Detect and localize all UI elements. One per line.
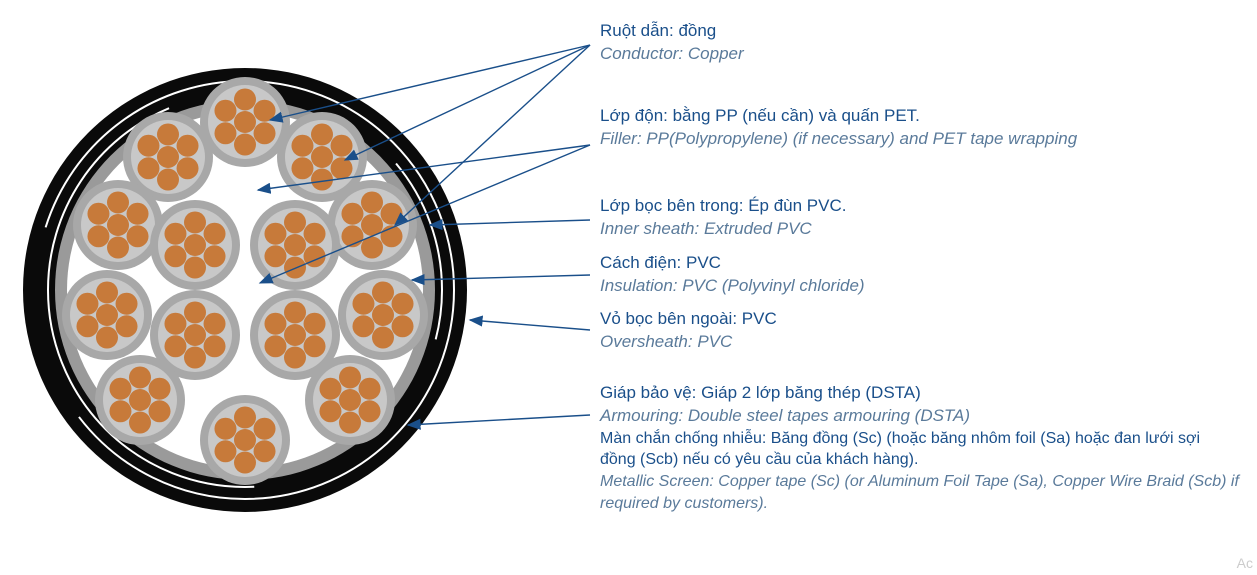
conductor-core [95, 355, 185, 445]
conductor-core [73, 180, 163, 270]
label-primary-text: Lớp bọc bên trong: Ép đùn PVC. [600, 195, 1240, 218]
watermark-text: Ac [1237, 555, 1253, 571]
arrow-armouring [408, 415, 590, 425]
label-secondary-text-2: Metallic Screen: Copper tape (Sc) (or Al… [600, 471, 1240, 514]
arrow-conductor [395, 45, 590, 225]
label-primary-text: Giáp bảo vệ: Giáp 2 lớp băng thép (DSTA) [600, 382, 1240, 405]
conductor-core [327, 180, 417, 270]
label-oversheath: Vỏ bọc bên ngoài: PVCOversheath: PVC [600, 308, 1240, 354]
label-secondary-text: Insulation: PVC (Polyvinyl chloride) [600, 275, 1240, 298]
label-secondary-text: Oversheath: PVC [600, 331, 1240, 354]
label-primary-text: Cách điện: PVC [600, 252, 1240, 275]
cable-diagram-container: Ruột dẫn: đồngConductor: Copper Lớp độn: … [0, 0, 1257, 575]
label-primary-text: Vỏ bọc bên ngoài: PVC [600, 308, 1240, 331]
label-secondary-text: Inner sheath: Extruded PVC [600, 218, 1240, 241]
label-secondary-text: Conductor: Copper [600, 43, 1240, 66]
arrow-oversheath [470, 320, 590, 330]
label-armouring: Giáp bảo vệ: Giáp 2 lớp băng thép (DSTA)… [600, 382, 1240, 514]
conductor-core [338, 270, 428, 360]
label-filler: Lớp độn: bằng PP (nếu cần) và quấn PET.F… [600, 105, 1240, 151]
conductor-core [200, 395, 290, 485]
conductor-core [250, 200, 340, 290]
label-primary-text-2: Màn chắn chống nhiễu: Băng đồng (Sc) (ho… [600, 428, 1240, 471]
label-insulation: Cách điện: PVCInsulation: PVC (Polyvinyl… [600, 252, 1240, 298]
conductor-core [150, 200, 240, 290]
label-conductor: Ruột dẫn: đồngConductor: Copper [600, 20, 1240, 66]
label-secondary-text: Armouring: Double steel tapes armouring … [600, 405, 1240, 428]
arrow-conductor [345, 45, 590, 160]
conductor-core [200, 77, 290, 167]
label-primary-text: Lớp độn: bằng PP (nếu cần) và quấn PET. [600, 105, 1240, 128]
label-inner-sheath: Lớp bọc bên trong: Ép đùn PVC.Inner shea… [600, 195, 1240, 241]
conductor-core [62, 270, 152, 360]
conductor-core [305, 355, 395, 445]
label-primary-text: Ruột dẫn: đồng [600, 20, 1240, 43]
label-secondary-text: Filler: PP(Polypropylene) (if necessary)… [600, 128, 1240, 151]
